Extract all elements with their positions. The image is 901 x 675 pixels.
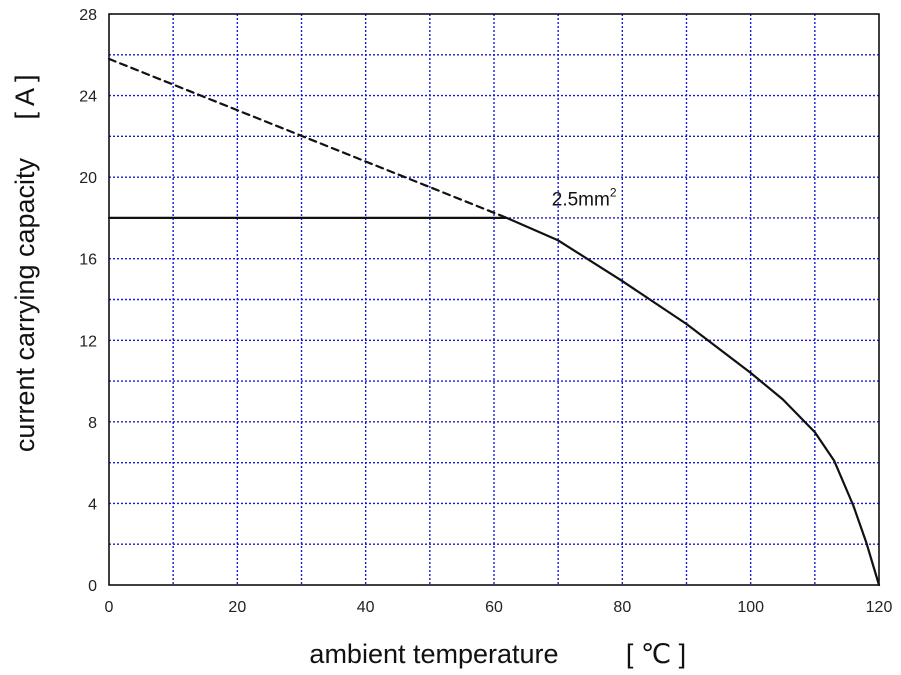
curve-annotation: 2.5mm2 <box>552 186 617 211</box>
x-axis-title: ambient temperature <box>309 639 558 669</box>
x-tick-label: 120 <box>866 599 893 616</box>
tick-labels: 0 20 40 60 80 100 120 0 4 8 12 16 20 24 28 <box>79 7 892 616</box>
x-tick-label: 80 <box>613 599 631 616</box>
y-tick-label: 28 <box>79 7 97 24</box>
series-line-solid <box>107 216 881 587</box>
x-tick-label: 100 <box>737 599 764 616</box>
y-tick-label: 0 <box>88 578 97 595</box>
x-axis-unit: [ ℃ ] <box>626 639 686 669</box>
y-tick-label: 20 <box>79 170 97 187</box>
y-axis-title: current carrying capacity <box>10 157 40 452</box>
x-tick-label: 60 <box>485 599 503 616</box>
grid <box>109 14 879 585</box>
y-axis-unit: [ A ] <box>10 74 40 119</box>
annotation-superscript: 2 <box>610 186 617 200</box>
annotation-text: 2.5mm <box>552 190 610 211</box>
series-layer <box>107 57 881 587</box>
series-line-dashed <box>107 57 508 219</box>
plot-frame <box>108 13 880 586</box>
x-tick-label: 0 <box>105 599 114 616</box>
x-tick-label: 20 <box>228 599 246 616</box>
y-tick-label: 16 <box>79 252 97 269</box>
x-tick-label: 40 <box>357 599 375 616</box>
y-tick-label: 24 <box>79 89 97 106</box>
y-tick-label: 4 <box>88 496 97 513</box>
y-tick-label: 8 <box>88 415 97 432</box>
y-tick-label: 12 <box>79 333 97 350</box>
